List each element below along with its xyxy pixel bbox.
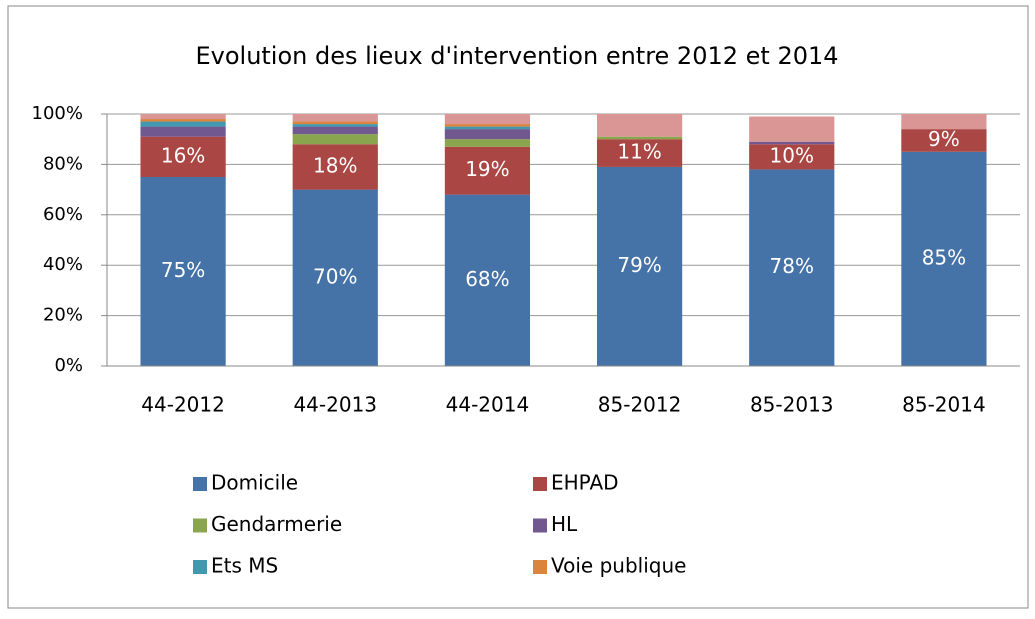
bar-segment: [749, 169, 835, 366]
bar-segment: [901, 129, 987, 152]
bar-segment: [749, 116, 835, 142]
bar-segment: [292, 189, 378, 366]
bar-segment: [749, 144, 835, 170]
legend-label: EHPAD: [551, 471, 619, 495]
data-label: 68%: [465, 267, 509, 291]
data-label: 19%: [465, 157, 509, 181]
data-label: 18%: [313, 153, 357, 177]
legend-swatch: [193, 518, 207, 533]
legend-swatch: [533, 477, 547, 491]
bar-segment: [444, 146, 531, 195]
bar-segment: [596, 114, 683, 137]
bar-segment: [444, 124, 531, 127]
legend-label: Domicile: [211, 471, 298, 495]
y-tick-label: 80%: [43, 153, 83, 174]
x-tick-label: 85-2013: [750, 393, 834, 417]
legend-swatch: [193, 560, 207, 574]
bar-segment: [901, 114, 987, 130]
y-tick-label: 60%: [43, 204, 83, 225]
bar-segment: [140, 126, 226, 137]
bar-segment: [140, 177, 226, 366]
data-label: 85%: [922, 245, 966, 269]
x-tick-label: 85-2012: [598, 393, 682, 417]
y-tick-label: 0%: [54, 355, 83, 376]
bar-segment: [292, 134, 378, 145]
bar-segment: [444, 129, 531, 140]
bar-segment: [596, 166, 683, 366]
x-tick-label: 44-2013: [293, 393, 377, 417]
legend-label: HL: [551, 512, 578, 536]
bar-segment: [901, 151, 987, 366]
legend-label: Gendarmerie: [211, 512, 342, 536]
bar-segment: [292, 121, 378, 125]
bar-segment: [444, 114, 531, 125]
bar-segment: [749, 141, 835, 145]
bar-segment: [292, 144, 378, 190]
data-label: 16%: [161, 143, 205, 167]
legend-swatch: [193, 477, 207, 491]
data-label: 10%: [770, 143, 814, 167]
bar-segment: [140, 136, 226, 177]
x-tick-label: 44-2012: [141, 393, 225, 417]
bar-segment: [140, 114, 226, 120]
x-tick-label: 85-2014: [902, 393, 986, 417]
bar-segment: [292, 126, 378, 135]
legend-label: Ets MS: [211, 554, 278, 578]
legend-swatch: [533, 518, 547, 533]
legend-label: Voie publique: [551, 554, 686, 578]
chart-title: Evolution des lieux d'intervention entre…: [195, 42, 838, 70]
data-label: 78%: [770, 254, 814, 278]
data-label: 9%: [928, 127, 960, 151]
bar-segment: [596, 136, 683, 140]
bar-segment: [596, 139, 683, 167]
bar-segment: [444, 139, 531, 147]
y-tick-label: 100%: [32, 103, 83, 124]
bar-segment: [140, 121, 226, 127]
data-label: 70%: [313, 264, 357, 288]
bar-segment: [444, 194, 531, 366]
y-tick-label: 40%: [43, 254, 83, 275]
x-tick-label: 44-2014: [446, 393, 530, 417]
legend-swatch: [533, 560, 547, 574]
data-label: 75%: [161, 258, 205, 282]
data-label: 79%: [617, 253, 661, 277]
bar-segment: [140, 119, 226, 122]
bar-segment: [292, 124, 378, 127]
data-label: 11%: [617, 140, 661, 164]
bar-segment: [292, 114, 378, 122]
y-tick-label: 20%: [43, 305, 83, 326]
bar-segment: [444, 126, 531, 130]
